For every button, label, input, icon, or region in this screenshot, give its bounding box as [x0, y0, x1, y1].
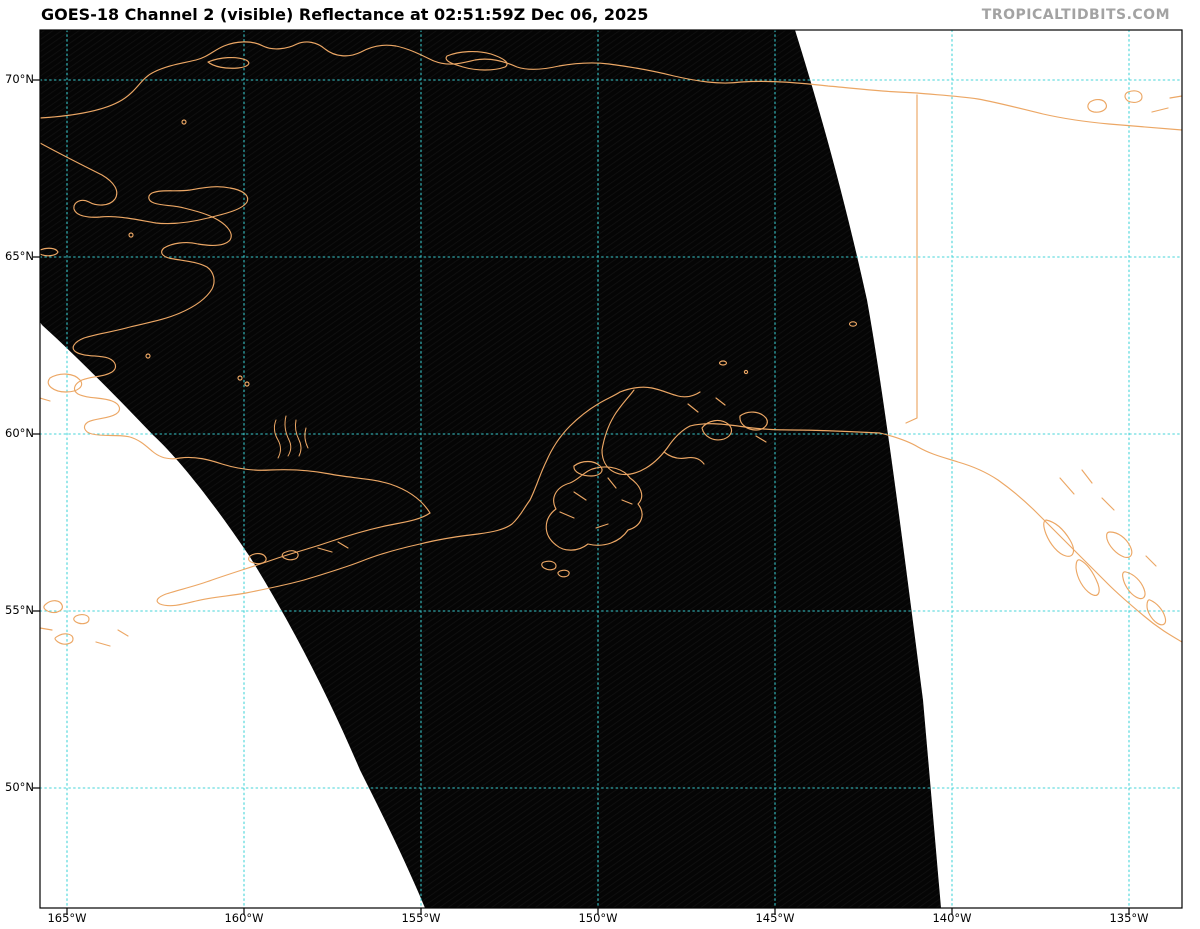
lon-tick-label: 155°W [401, 911, 441, 925]
seward-peninsula [40, 142, 431, 514]
lon-tick-label: 145°W [755, 911, 795, 925]
lon-tick-label: 160°W [224, 911, 264, 925]
lat-tick-label: 70°N [5, 72, 34, 86]
bering-sea-islands [40, 247, 83, 402]
north-slope-lagoon [207, 50, 508, 71]
lat-tick-label: 60°N [5, 426, 34, 440]
plot-frame [33, 29, 1183, 915]
alaska-peninsula [156, 499, 531, 607]
river-channels [273, 415, 309, 459]
scan-region [40, 30, 941, 908]
lat-tick-label: 55°N [5, 603, 34, 617]
gridlines [40, 30, 1182, 908]
plot-border [39, 29, 1183, 909]
coastlines [40, 41, 1182, 647]
cook-inlet-kenai [529, 386, 701, 501]
prince-william-sound [663, 397, 768, 465]
gulf-coast [689, 423, 1182, 643]
lon-tick-label: 165°W [47, 911, 87, 925]
southeast-alaska-panhandle [1043, 469, 1167, 626]
beaufort-islands [1087, 90, 1182, 113]
alaska-canada-border-141W [905, 94, 918, 424]
axis-ticks [33, 79, 1130, 915]
lon-tick-label: 140°W [932, 911, 972, 925]
lon-tick-label: 135°W [1109, 911, 1149, 925]
tiny-islands [128, 119, 858, 387]
satellite-scan-edge [40, 30, 941, 908]
image-title: GOES-18 Channel 2 (visible) Reflectance … [41, 5, 649, 24]
north-slope-coastline [40, 41, 1182, 131]
lat-tick-label: 65°N [5, 249, 34, 263]
kodiak-island [541, 460, 643, 578]
lat-tick-label: 50°N [5, 780, 34, 794]
peninsula-islands [40, 541, 349, 647]
lon-tick-label: 150°W [578, 911, 618, 925]
tropicaltidbits-watermark: TROPICALTIDBITS.COM [981, 7, 1170, 23]
